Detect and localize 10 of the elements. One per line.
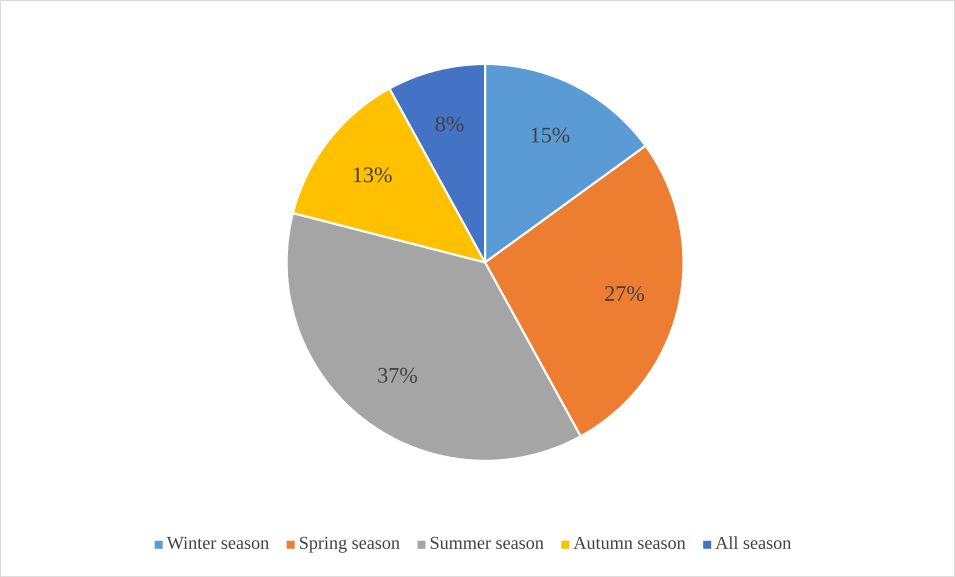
data-label: 27% [605, 286, 644, 301]
legend-label: Summer season [430, 536, 544, 549]
data-label: 8% [436, 116, 464, 132]
legend-label: Autumn season [574, 536, 686, 549]
legend-label: Winter season [166, 536, 269, 549]
legend-label: Spring season [300, 536, 400, 553]
data-label: 15% [532, 127, 570, 143]
data-label: 13% [354, 167, 392, 182]
data-label: 37% [378, 368, 418, 383]
legend-label: All season [715, 536, 791, 549]
